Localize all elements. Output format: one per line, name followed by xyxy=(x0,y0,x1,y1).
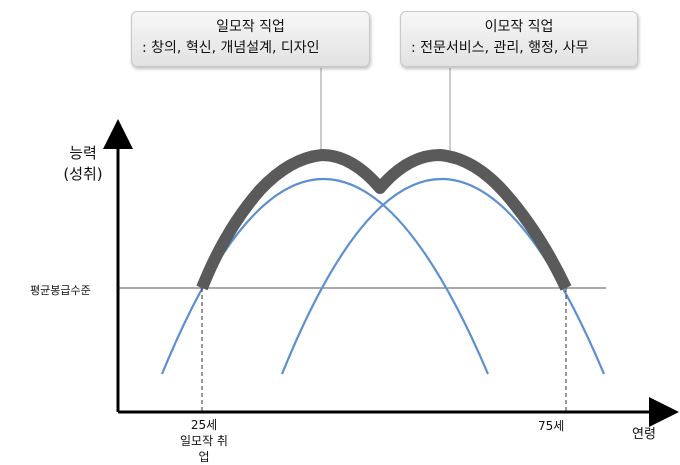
tick-age-25: 25세 일모작 취업 xyxy=(176,417,232,465)
career-envelope-curve xyxy=(196,149,572,291)
average-salary-label: 평균봉급수준 xyxy=(30,284,91,297)
second-job-callout: 이모작 직업 : 전문서비스, 관리, 행정, 사무 xyxy=(400,11,638,67)
y-axis-label-line2: (성취) xyxy=(63,165,103,183)
y-axis-label-line1: 능력 xyxy=(69,144,97,162)
y-axis-label: 능력 (성취) xyxy=(58,143,108,185)
tick-age-25-label: 25세 xyxy=(190,418,218,432)
tick-age-25-note: 일모작 취업 xyxy=(180,434,228,464)
second-job-title: 이모작 직업 xyxy=(484,19,554,35)
first-job-description: : 창의, 혁신, 개념설계, 디자인 xyxy=(142,40,320,56)
diagram: 일모작 직업 : 창의, 혁신, 개념설계, 디자인 이모작 직업 : 전문서비… xyxy=(30,11,679,464)
second-job-description: : 전문서비스, 관리, 행정, 사무 xyxy=(411,40,589,56)
first-job-callout: 일모작 직업 : 창의, 혁신, 개념설계, 디자인 xyxy=(131,11,370,67)
tick-age-75: 75세 xyxy=(538,419,565,433)
x-axis-label: 연령 xyxy=(632,427,656,442)
first-job-title: 일모작 직업 xyxy=(216,19,285,35)
diagram-canvas xyxy=(103,68,679,427)
